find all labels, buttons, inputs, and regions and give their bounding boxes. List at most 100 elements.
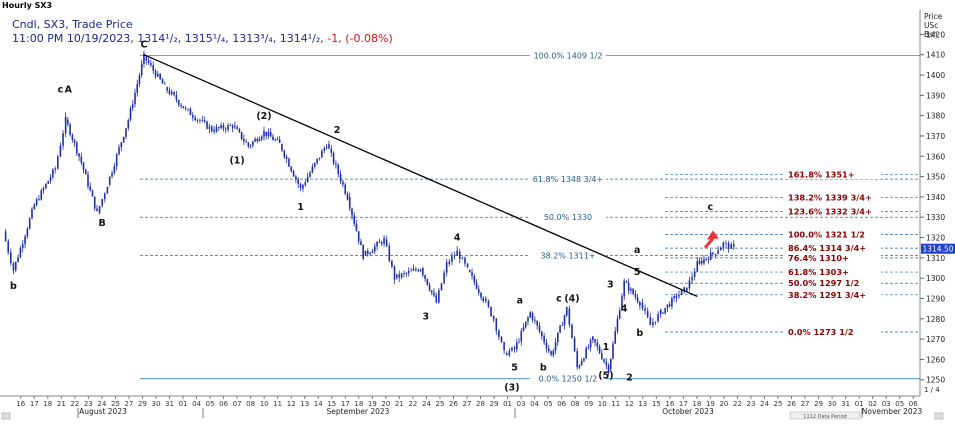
footer-note-box (789, 411, 861, 420)
candle-body (649, 317, 652, 325)
candle-body (28, 218, 31, 229)
candle-body (625, 282, 628, 284)
candle-body (240, 131, 243, 140)
y-tick-label: 1330 (926, 213, 945, 222)
candle-body (351, 208, 353, 216)
x-tick-label: 03 (517, 400, 526, 408)
candle-body (714, 253, 717, 255)
candle-body (189, 108, 192, 116)
candle-body (458, 251, 461, 259)
candle-body (321, 150, 323, 158)
fib-label-bg (530, 374, 606, 383)
candle-body (62, 133, 64, 146)
candle-body (393, 266, 396, 280)
candle-body (106, 187, 109, 194)
candle-body (157, 73, 159, 77)
candle-body (323, 148, 326, 151)
wave-label: 2 (626, 373, 633, 384)
x-tick-label: 24 (422, 400, 431, 408)
candle-body (557, 332, 559, 343)
scroll-left-button (1, 412, 11, 420)
candle-body (696, 261, 699, 272)
y-tick-label: 1420 (926, 30, 945, 39)
x-tick-label: 07 (233, 400, 242, 408)
candle-body (78, 153, 80, 157)
candle-body (330, 148, 333, 153)
fib-ext-label-bg (785, 253, 881, 263)
candle-body (639, 301, 641, 306)
candle-body (26, 228, 29, 237)
candle-body (376, 242, 378, 247)
candle-body (520, 330, 523, 342)
candle-body (485, 298, 487, 301)
candle-body (601, 353, 603, 360)
wave-label: 4 (621, 304, 628, 315)
y-tick-label: 1290 (926, 294, 945, 303)
candle-body (76, 142, 78, 154)
candle-body (276, 139, 279, 141)
candle-body (103, 193, 106, 200)
window-title: Hourly SX3 (2, 1, 53, 10)
candle-body (700, 260, 703, 264)
candle-body (550, 351, 552, 355)
x-tick-label: 10 (598, 400, 607, 408)
candle-body (118, 147, 120, 155)
candle-body (730, 244, 732, 249)
candle-body (451, 256, 453, 262)
candle-body (388, 246, 391, 261)
x-tick-label: 23 (84, 400, 93, 408)
candle-body (194, 117, 196, 120)
candle-body (40, 190, 43, 200)
candle-body (187, 108, 189, 110)
candle-body (67, 119, 69, 125)
candle-body (686, 287, 688, 291)
candle-body (236, 127, 238, 130)
candle-body (369, 252, 371, 254)
x-tick-label: 27 (801, 400, 810, 408)
fib-label-bg (530, 51, 606, 60)
candle-body (641, 302, 644, 309)
candle-body (311, 166, 314, 173)
candle-body (196, 119, 199, 121)
candle-body (306, 176, 309, 183)
candle-body (391, 260, 393, 267)
candle-body (21, 244, 24, 248)
fib-ext-label-bg (785, 192, 881, 202)
wave-label: a (517, 296, 523, 307)
x-tick-label: 03 (882, 400, 891, 408)
candle-body (258, 139, 261, 142)
current-price-text: 1314.50 (922, 245, 953, 254)
x-tick-label: 25 (774, 400, 783, 408)
candle-body (147, 60, 150, 64)
x-tick-label: 20 (719, 400, 728, 408)
candle-body (668, 304, 671, 307)
candle-body (407, 271, 410, 274)
candle-body (565, 306, 568, 316)
candle-body (143, 53, 145, 64)
candle-body (84, 169, 87, 175)
candle-body (430, 290, 433, 293)
fib-ext-label: 100.0% 1321 1/2 (788, 229, 865, 239)
x-tick-label: 18 (692, 400, 701, 408)
fib-ext-label: 61.8% 1303+ (788, 267, 849, 277)
candle-body (614, 331, 617, 344)
candle-body (260, 136, 263, 140)
wave-label: 1 (603, 342, 610, 353)
fib-ext-label: 50.0% 1297 1/2 (788, 278, 859, 288)
x-tick-label: 19 (706, 400, 715, 408)
candle-body (513, 347, 516, 350)
candle-body (54, 168, 56, 170)
candle-body (299, 184, 302, 188)
x-tick-label: 18 (354, 400, 363, 408)
candle-body (453, 255, 456, 257)
fib-ext-label: 0.0% 1273 1/2 (788, 327, 854, 337)
fib-level-label: 100.0% 1409 1/2 (534, 52, 603, 61)
candle-body (415, 268, 417, 271)
candle-body (297, 179, 300, 185)
candle-body (603, 359, 605, 362)
x-tick-label: 21 (395, 400, 404, 408)
candle-body (231, 125, 234, 129)
candle-body (292, 171, 295, 177)
fib-level-label: 38.2% 1311+ (540, 252, 595, 261)
